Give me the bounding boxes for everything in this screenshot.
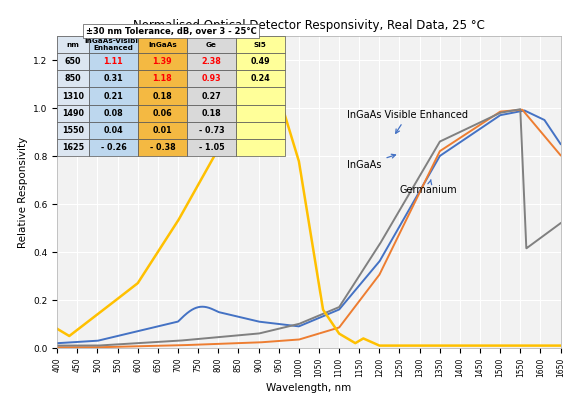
Ge [54, 343, 61, 348]
Si5 [111, 299, 118, 304]
InGaAs-VE [111, 334, 118, 339]
InGaAs [54, 345, 61, 350]
InGaAs-VE [521, 108, 528, 113]
InGaAs-VE [269, 321, 276, 326]
Text: InGaAs Visible Enhanced: InGaAs Visible Enhanced [347, 110, 468, 133]
Ge [269, 328, 276, 333]
InGaAs-VE [247, 317, 253, 322]
X-axis label: Wavelength, nm: Wavelength, nm [266, 383, 352, 393]
InGaAs-VE [54, 341, 61, 346]
Text: Germanium: Germanium [399, 180, 457, 195]
Line: InGaAs: InGaAs [57, 110, 561, 347]
InGaAs [111, 344, 118, 349]
InGaAs-VE [547, 127, 554, 132]
Ge [517, 107, 524, 112]
InGaAs [519, 107, 526, 112]
Title: Normalised Optical Detector Responsivity, Real Data, 25 °C: Normalised Optical Detector Responsivity… [133, 19, 485, 32]
Si5 [547, 343, 554, 348]
InGaAs [557, 153, 564, 158]
InGaAs-VE [557, 142, 564, 146]
Line: InGaAs-VE: InGaAs-VE [57, 110, 561, 343]
Si5 [54, 326, 61, 331]
Ge [557, 221, 564, 226]
InGaAs [493, 112, 500, 116]
Ge [493, 112, 500, 117]
Si5 [247, 112, 253, 117]
InGaAs [547, 141, 554, 146]
Text: Silicon: Silicon [214, 142, 267, 152]
InGaAs-VE [141, 327, 148, 332]
InGaAs [269, 339, 276, 344]
Line: Ge: Ge [57, 109, 561, 346]
Si5 [269, 108, 276, 112]
Si5 [376, 343, 383, 348]
InGaAs [141, 344, 148, 348]
Ge [247, 332, 253, 337]
Si5 [279, 106, 286, 110]
Si5 [141, 270, 148, 275]
Ge [547, 228, 554, 233]
Line: Si5: Si5 [57, 108, 561, 346]
Y-axis label: Relative Responsivity: Relative Responsivity [18, 136, 27, 248]
Ge [141, 340, 148, 345]
Text: InGaAs: InGaAs [347, 154, 395, 170]
InGaAs-VE [493, 115, 500, 120]
Ge [111, 342, 118, 347]
InGaAs [247, 340, 253, 345]
Si5 [493, 343, 500, 348]
Si5 [557, 343, 564, 348]
